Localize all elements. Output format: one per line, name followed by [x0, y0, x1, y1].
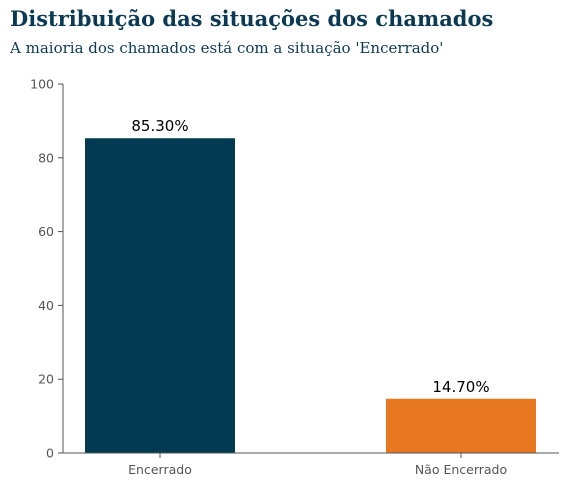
y-axis-ticks: 0 20 40 60 80 100 — [30, 77, 63, 461]
data-label: 14.70% — [432, 378, 489, 396]
x-tick-label: Encerrado — [128, 462, 192, 477]
chart-title: Distribuição das situações dos chamados — [10, 6, 494, 31]
data-label: 85.30% — [131, 117, 188, 135]
chart-subtitle: A maioria dos chamados está com a situaç… — [10, 39, 444, 57]
data-labels: 85.30% 14.70% — [131, 117, 489, 396]
y-tick-label: 40 — [38, 298, 54, 313]
y-tick-label: 0 — [46, 446, 54, 461]
x-axis-ticks: Encerrado Não Encerrado — [128, 453, 507, 477]
x-tick-label: Não Encerrado — [415, 462, 507, 477]
y-tick-label: 80 — [38, 150, 54, 165]
bar-nao-encerrado — [386, 398, 536, 453]
y-tick-label: 20 — [38, 372, 54, 387]
bar-encerrado — [85, 138, 235, 454]
bars — [85, 138, 536, 454]
y-tick-label: 60 — [38, 224, 54, 239]
y-tick-label: 100 — [30, 77, 54, 92]
